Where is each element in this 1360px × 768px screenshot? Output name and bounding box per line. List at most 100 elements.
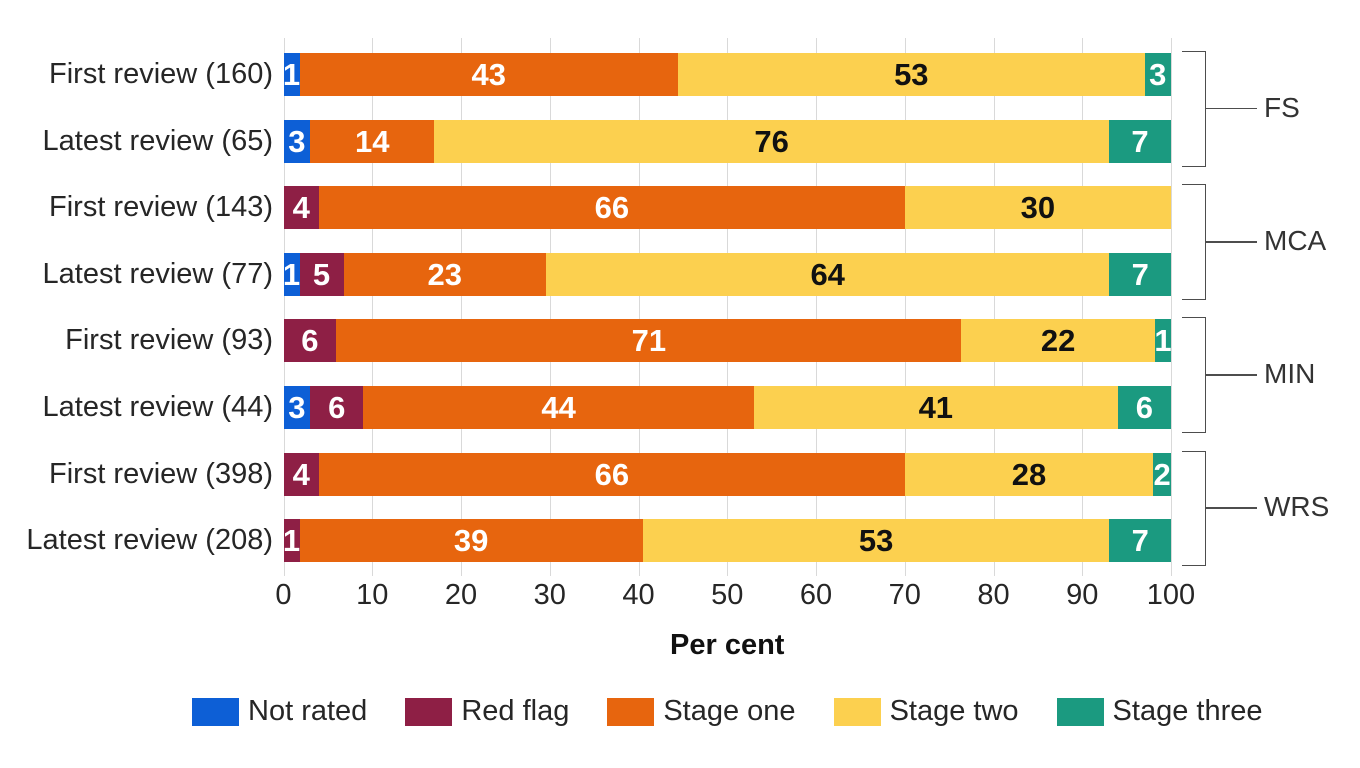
grid-line <box>727 38 729 576</box>
bar-segment: 22 <box>961 319 1155 363</box>
grid-line <box>816 38 817 576</box>
legend-swatch <box>833 697 881 726</box>
bar-row: 3 14 76 7 <box>283 119 1171 163</box>
x-axis-title: Per cent <box>670 629 785 661</box>
x-tick-label: 100 <box>1146 579 1196 611</box>
bar-value-label: 4 <box>292 456 310 492</box>
grid-line <box>638 38 640 576</box>
bar-row: 1 39 53 7 <box>282 519 1171 563</box>
bar-value-label: 64 <box>810 256 845 292</box>
bar-row: 4 66 28 2 <box>283 452 1171 496</box>
row-label: Latest review (65) <box>42 124 274 157</box>
bar-value-label: 30 <box>1020 190 1056 226</box>
row-label: First review (160) <box>49 58 273 90</box>
grid-line <box>283 38 285 576</box>
group-bracket-stem <box>1205 374 1257 376</box>
x-tick-label: 10 <box>356 579 389 611</box>
grid-line <box>549 38 551 576</box>
bar-segment: 53 <box>678 53 1145 96</box>
bar-value-label: 23 <box>427 256 462 292</box>
bar-value-label: 41 <box>918 390 954 425</box>
legend-swatch <box>1056 697 1104 726</box>
bar-segment: 1 <box>1154 319 1172 363</box>
legend-label: Stage one <box>663 695 796 727</box>
group-label: FS <box>1264 91 1300 123</box>
row-label: Latest review (77) <box>42 257 274 290</box>
bar-row: 1 5 23 64 7 <box>282 252 1171 296</box>
bar-value-label: 6 <box>301 323 319 359</box>
bar-segment: 14 <box>310 119 435 163</box>
row-label: First review (93) <box>65 324 273 357</box>
legend-swatch <box>405 697 453 726</box>
legend-label: Not rated <box>248 695 368 727</box>
bar-value-label: 1 <box>282 523 301 559</box>
bar-segment: 4 <box>283 452 319 496</box>
bar-segment: 28 <box>904 452 1154 496</box>
bar-segment: 7 <box>1109 519 1171 563</box>
group-bracket-stem <box>1205 107 1257 110</box>
bar-value-label: 71 <box>631 323 667 359</box>
bar-segment: 7 <box>1108 119 1171 163</box>
x-tick-label: 20 <box>444 579 478 611</box>
bar-value-label: 14 <box>355 123 390 159</box>
bar-row: 3 6 44 41 6 <box>283 386 1171 429</box>
bar-value-label: 28 <box>1011 456 1047 492</box>
group-label: WRS <box>1264 491 1330 523</box>
bar-segment: 41 <box>753 386 1118 429</box>
bar-value-label: 43 <box>471 57 506 92</box>
bar-value-label: 66 <box>594 456 630 492</box>
x-tick-label: 0 <box>275 579 292 611</box>
bar-segment: 66 <box>319 452 905 496</box>
bar-segment: 1 <box>283 53 300 96</box>
bar-value-label: 7 <box>1131 523 1149 559</box>
bar-value-label: 3 <box>288 123 306 159</box>
group-label: MIN <box>1264 358 1316 390</box>
bar-segment: 5 <box>299 252 344 296</box>
bar-segment: 76 <box>434 119 1109 163</box>
legend-item: Stage three <box>1056 695 1263 728</box>
group-bracket-stem <box>1205 507 1257 509</box>
legend-swatch <box>607 697 655 726</box>
bar-value-label: 6 <box>328 390 346 425</box>
bar-value-label: 66 <box>594 190 630 226</box>
bar-value-label: 3 <box>1149 57 1167 92</box>
bar-segment: 6 <box>310 386 364 429</box>
bar-row: 4 66 30 <box>283 186 1171 230</box>
bar-value-label: 4 <box>292 190 310 226</box>
row-label: Latest review (44) <box>42 391 274 423</box>
bar-segment: 6 <box>1117 386 1171 429</box>
bar-segment: 39 <box>299 519 643 563</box>
grid-line <box>1082 38 1084 576</box>
group-bracket <box>1182 184 1206 300</box>
row-label: First review (143) <box>49 191 273 224</box>
group-bracket <box>1182 51 1206 167</box>
x-tick-label: 30 <box>533 579 566 611</box>
bar-segment: 3 <box>283 119 311 163</box>
bar-value-label: 53 <box>858 523 894 559</box>
bar-value-label: 53 <box>894 57 929 92</box>
grid-line <box>993 38 995 576</box>
bar-segment: 71 <box>336 319 962 363</box>
legend-item: Red flag <box>405 695 569 728</box>
bar-value-label: 7 <box>1131 123 1149 159</box>
bar-value-label: 6 <box>1135 390 1153 425</box>
bar-value-label: 1 <box>1154 323 1172 359</box>
bar-segment: 1 <box>282 519 301 563</box>
x-tick-label: 70 <box>888 579 921 611</box>
bar-value-label: 3 <box>288 390 306 425</box>
bar-value-label: 2 <box>1153 456 1171 492</box>
grid-line <box>372 38 374 576</box>
grid-line <box>904 38 906 576</box>
bar-value-label: 5 <box>312 256 331 292</box>
bar-segment: 3 <box>283 386 311 429</box>
legend-swatch <box>192 697 240 726</box>
bar-value-label: 44 <box>541 390 576 425</box>
legend-item: Stage two <box>833 695 1019 728</box>
row-label: Latest review (208) <box>26 524 273 557</box>
x-tick-label: 90 <box>1066 579 1099 611</box>
bar-segment: 53 <box>642 519 1110 563</box>
bar-value-label: 1 <box>282 256 301 292</box>
bar-segment: 3 <box>1144 53 1171 96</box>
bar-value-label: 7 <box>1131 256 1149 292</box>
